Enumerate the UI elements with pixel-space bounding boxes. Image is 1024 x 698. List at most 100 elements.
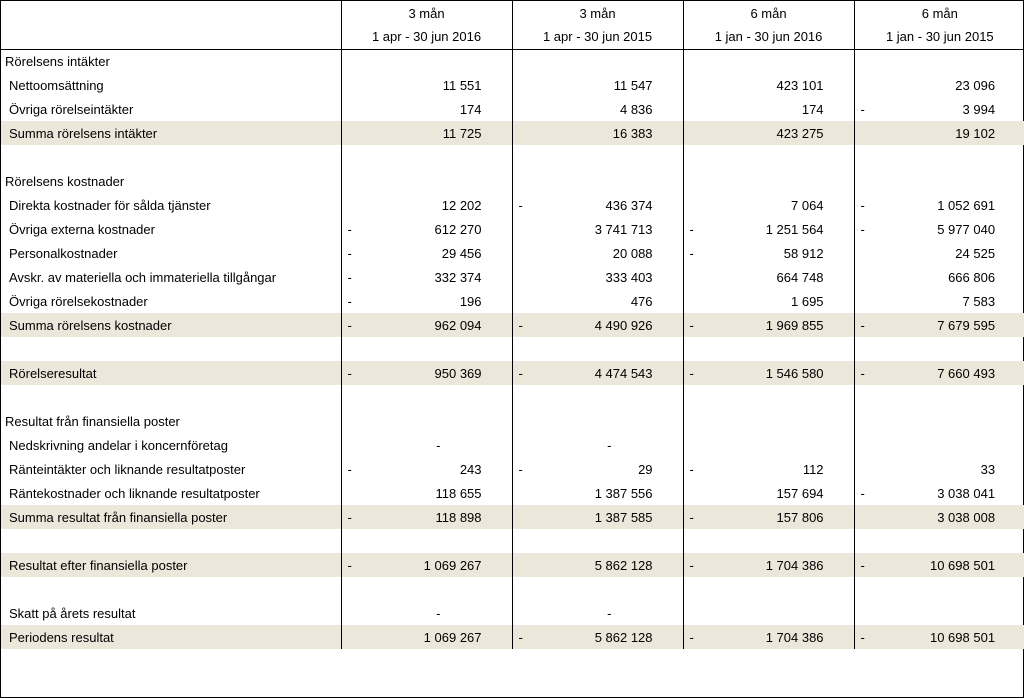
cell-value xyxy=(707,433,854,457)
cell-sign: - xyxy=(683,625,707,649)
cell-value xyxy=(878,601,1024,625)
header-row-period: 3 mån3 mån6 mån6 mån xyxy=(1,1,1024,25)
cell-value: 5 862 128 xyxy=(536,625,683,649)
cell-value: 1 546 580 xyxy=(707,361,854,385)
row-label: Summa resultat från finansiella poster xyxy=(1,505,341,529)
cell-value: - xyxy=(365,601,512,625)
cell-value: 7 583 xyxy=(878,289,1024,313)
cell-sign xyxy=(854,265,878,289)
cell-value: 10 698 501 xyxy=(878,553,1024,577)
table-row: Periodens resultat1 069 267-5 862 128-1 … xyxy=(1,625,1024,649)
cell-sign xyxy=(512,265,536,289)
cell-sign: - xyxy=(683,457,707,481)
cell-sign xyxy=(683,97,707,121)
table-row: Summa rörelsens intäkter11 72516 383423 … xyxy=(1,121,1024,145)
row-label: Resultat efter finansiella poster xyxy=(1,553,341,577)
cell-value: 4 836 xyxy=(536,97,683,121)
cell-sign xyxy=(341,409,365,433)
table-row: Personalkostnader-29 45620 088-58 91224 … xyxy=(1,241,1024,265)
cell-value: 4 474 543 xyxy=(536,361,683,385)
cell-sign xyxy=(854,241,878,265)
financial-table: 3 mån3 mån6 mån6 mån1 apr - 30 jun 20161… xyxy=(1,1,1024,649)
cell-value: 16 383 xyxy=(536,121,683,145)
row-label: Nettoomsättning xyxy=(1,73,341,97)
cell-sign xyxy=(512,169,536,193)
cell-value: 157 806 xyxy=(707,505,854,529)
cell-value: 20 088 xyxy=(536,241,683,265)
cell-sign xyxy=(683,121,707,145)
cell-sign xyxy=(341,49,365,73)
table-row: Nedskrivning andelar i koncernföretag-- xyxy=(1,433,1024,457)
table-row: Ränteintäkter och liknande resultatposte… xyxy=(1,457,1024,481)
cell-value: 3 994 xyxy=(878,97,1024,121)
cell-value: 476 xyxy=(536,289,683,313)
cell-value: 423 101 xyxy=(707,73,854,97)
cell-value: 243 xyxy=(365,457,512,481)
cell-sign xyxy=(341,625,365,649)
cell-value: 1 251 564 xyxy=(707,217,854,241)
cell-sign xyxy=(854,169,878,193)
cell-sign: - xyxy=(512,313,536,337)
cell-value: 10 698 501 xyxy=(878,625,1024,649)
cell-value: 29 xyxy=(536,457,683,481)
table-row xyxy=(1,577,1024,601)
table-row xyxy=(1,145,1024,169)
cell-value: 58 912 xyxy=(707,241,854,265)
cell-value: 157 694 xyxy=(707,481,854,505)
cell-sign: - xyxy=(341,457,365,481)
table-row: Direkta kostnader för sålda tjänster 12 2… xyxy=(1,193,1024,217)
col-range-1: 1 apr - 30 jun 2015 xyxy=(512,25,683,49)
row-label: Övriga rörelsekostnader xyxy=(1,289,341,313)
cell-sign: - xyxy=(683,313,707,337)
cell-sign: - xyxy=(854,481,878,505)
table-row: Övriga externa kostnader-612 2703 741 71… xyxy=(1,217,1024,241)
cell-value: 1 069 267 xyxy=(365,625,512,649)
cell-sign: - xyxy=(854,217,878,241)
cell-value: 24 525 xyxy=(878,241,1024,265)
cell-value: 11 551 xyxy=(365,73,512,97)
table-row: Rörelsens intäkter xyxy=(1,49,1024,73)
cell-value: 332 374 xyxy=(365,265,512,289)
cell-sign xyxy=(854,73,878,97)
cell-sign: - xyxy=(341,505,365,529)
row-label: Rörelsens kostnader xyxy=(1,169,341,193)
col-range-3: 1 jan - 30 jun 2015 xyxy=(854,25,1024,49)
cell-sign xyxy=(512,601,536,625)
row-label: Rörelsens intäkter xyxy=(1,49,341,73)
cell-sign xyxy=(512,505,536,529)
row-label: Ränteintäkter och liknande resultatposte… xyxy=(1,457,341,481)
cell-value: 1 969 855 xyxy=(707,313,854,337)
cell-value: - xyxy=(536,433,683,457)
cell-value: 174 xyxy=(707,97,854,121)
cell-value: 118 898 xyxy=(365,505,512,529)
row-label: Direkta kostnader för sålda tjänster xyxy=(1,193,341,217)
table-row: Nettoomsättning11 55111 547423 10123 096 xyxy=(1,73,1024,97)
cell-sign: - xyxy=(683,217,707,241)
table-row: Skatt på årets resultat-- xyxy=(1,601,1024,625)
cell-sign: - xyxy=(683,241,707,265)
cell-sign xyxy=(341,601,365,625)
table-row xyxy=(1,337,1024,361)
cell-sign xyxy=(512,49,536,73)
cell-sign xyxy=(341,433,365,457)
cell-value: 11 725 xyxy=(365,121,512,145)
row-label: Skatt på årets resultat xyxy=(1,601,341,625)
table-row: Summa resultat från finansiella poster-1… xyxy=(1,505,1024,529)
cell-value: 3 038 008 xyxy=(878,505,1024,529)
cell-sign xyxy=(512,241,536,265)
cell-value: 12 202 xyxy=(365,193,512,217)
cell-value: 1 052 691 xyxy=(878,193,1024,217)
cell-sign: - xyxy=(854,553,878,577)
header-row-range: 1 apr - 30 jun 20161 apr - 30 jun 20151 … xyxy=(1,25,1024,49)
cell-value: - xyxy=(536,601,683,625)
cell-value: 29 456 xyxy=(365,241,512,265)
cell-sign: - xyxy=(512,361,536,385)
cell-value: 1 387 585 xyxy=(536,505,683,529)
row-label: Rörelseresultat xyxy=(1,361,341,385)
cell-value: 664 748 xyxy=(707,265,854,289)
cell-sign: - xyxy=(854,625,878,649)
cell-value: 1 695 xyxy=(707,289,854,313)
cell-value xyxy=(707,601,854,625)
cell-sign xyxy=(683,409,707,433)
col-range-2: 1 jan - 30 jun 2016 xyxy=(683,25,854,49)
